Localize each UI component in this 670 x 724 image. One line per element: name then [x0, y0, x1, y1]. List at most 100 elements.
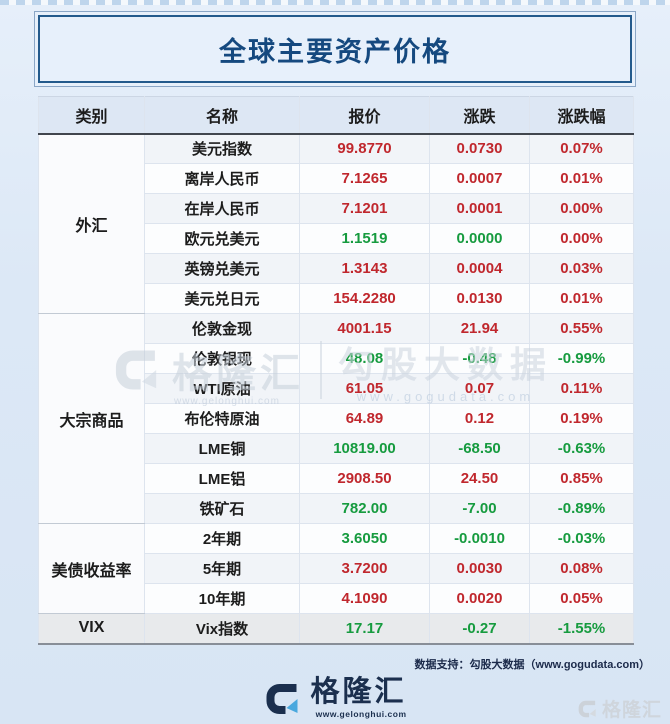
footer-logo-text: 格隆汇	[310, 676, 407, 708]
price-cell: 7.1201	[299, 193, 430, 224]
table-row: 5年期 3.7200 0.0030 0.08%	[39, 553, 634, 584]
asset-price-table: 类别 名称 报价 涨跌 涨跌幅 外汇 美元指数 99.8770 0.0730 0.07% 离岸人民…	[38, 96, 634, 645]
category-cell: 大宗商品	[38, 313, 145, 524]
name-cell: 伦敦金现	[144, 313, 300, 344]
table-row: VIX Vix指数 17.17 -0.27 -1.55%	[38, 613, 634, 645]
pct-cell: 0.55%	[529, 313, 634, 344]
table-row: 外汇 美元指数 99.8770 0.0730 0.07%	[38, 133, 634, 314]
price-cell: 61.05	[299, 373, 430, 404]
column-header-3: 涨跌	[429, 96, 530, 135]
table-row: 在岸人民币 7.1201 0.0001 0.00%	[39, 193, 634, 224]
pct-cell: 0.05%	[529, 583, 634, 614]
price-cell: 17.17	[299, 613, 430, 645]
price-cell: 3.7200	[299, 553, 430, 584]
pct-cell: -0.63%	[529, 433, 634, 464]
column-header-0: 类别	[38, 96, 145, 135]
column-header-1: 名称	[144, 96, 300, 135]
price-cell: 2908.50	[299, 463, 430, 494]
table-row: 布伦特原油 64.89 0.12 0.19%	[39, 403, 634, 434]
table-row: 伦敦银现 48.08 -0.48 -0.99%	[39, 343, 634, 374]
change-cell: -0.48	[429, 343, 530, 374]
pct-cell: -0.89%	[529, 493, 634, 524]
name-cell: Vix指数	[144, 613, 300, 645]
corner-watermark-text: 格隆汇	[601, 700, 662, 721]
gelonghui-logo-icon	[578, 700, 596, 717]
price-cell: 154.2280	[299, 283, 430, 314]
table-body: 外汇 美元指数 99.8770 0.0730 0.07% 离岸人民币 7.1265 0.000…	[38, 133, 634, 645]
column-header-4: 涨跌幅	[529, 96, 634, 135]
page-title: 全球主要资产价格	[219, 36, 451, 67]
change-cell: -7.00	[429, 493, 530, 524]
table-row: 10年期 4.1090 0.0020 0.05%	[39, 583, 634, 614]
price-cell: 10819.00	[299, 433, 430, 464]
name-cell: 5年期	[144, 553, 300, 584]
name-cell: WTI原油	[144, 373, 300, 404]
name-cell: LME铜	[144, 433, 300, 464]
change-cell: 0.0001	[429, 193, 530, 224]
pct-cell: 0.07%	[529, 133, 634, 164]
category-cell: 美债收益率	[38, 523, 145, 614]
category-cell: 外汇	[38, 133, 145, 314]
pct-cell: 0.19%	[529, 403, 634, 434]
change-cell: -0.0010	[429, 523, 530, 554]
table-row: 美债收益率 2年期 3.6050 -0.0010 -0.03%	[38, 523, 634, 614]
corner-watermark: 格隆汇	[577, 695, 662, 722]
table-row: 英镑兑美元 1.3143 0.0004 0.03%	[39, 253, 634, 284]
pct-cell: 0.01%	[529, 163, 634, 194]
decorative-dashed-border	[0, 0, 670, 5]
pct-cell: 0.85%	[529, 463, 634, 494]
change-cell: 0.12	[429, 403, 530, 434]
footer-logo-text-block: 格隆汇 www.gelonghui.com	[310, 676, 407, 720]
change-cell: 0.0130	[429, 283, 530, 314]
pct-cell: -0.99%	[529, 343, 634, 374]
name-cell: 铁矿石	[144, 493, 300, 524]
change-cell: 24.50	[429, 463, 530, 494]
change-cell: -0.27	[429, 613, 530, 645]
name-cell: 英镑兑美元	[144, 253, 300, 284]
table-row: 欧元兑美元 1.1519 0.0000 0.00%	[39, 223, 634, 254]
name-cell: 欧元兑美元	[144, 223, 300, 254]
name-cell: 美元指数	[144, 133, 300, 164]
pct-cell: 0.01%	[529, 283, 634, 314]
asset-price-table-wrap: 类别 名称 报价 涨跌 涨跌幅 外汇 美元指数 99.8770 0.0730 0.07% 离岸人民…	[38, 96, 634, 645]
name-cell: LME铝	[144, 463, 300, 494]
data-support-credit: 数据支持：勾股大数据（www.gogudata.com）	[414, 659, 650, 671]
table-row: 大宗商品 伦敦金现 4001.15 21.94 0.55%	[38, 313, 634, 524]
price-cell: 3.6050	[299, 523, 430, 554]
column-header-2: 报价	[299, 96, 430, 135]
gelonghui-footer-logo: 格隆汇 www.gelonghui.com	[263, 678, 406, 719]
change-cell: 21.94	[429, 313, 530, 344]
pct-cell: 0.11%	[529, 373, 634, 404]
change-cell: 0.0004	[429, 253, 530, 284]
change-cell: 0.0730	[429, 133, 530, 164]
title-box: 全球主要资产价格	[34, 11, 636, 87]
pct-cell: 0.00%	[529, 193, 634, 224]
name-cell: 2年期	[144, 523, 300, 554]
price-cell: 7.1265	[299, 163, 430, 194]
change-cell: -68.50	[429, 433, 530, 464]
table-row: LME铝 2908.50 24.50 0.85%	[39, 463, 634, 494]
name-cell: 伦敦银现	[144, 343, 300, 374]
pct-cell: 0.03%	[529, 253, 634, 284]
price-cell: 4001.15	[299, 313, 430, 344]
change-cell: 0.0020	[429, 583, 530, 614]
gelonghui-logo-icon	[266, 683, 298, 714]
price-cell: 48.08	[299, 343, 430, 374]
price-cell: 1.1519	[299, 223, 430, 254]
name-cell: 10年期	[144, 583, 300, 614]
name-cell: 离岸人民币	[144, 163, 300, 194]
change-cell: 0.0000	[429, 223, 530, 254]
name-cell: 在岸人民币	[144, 193, 300, 224]
price-cell: 782.00	[299, 493, 430, 524]
pct-cell: -0.03%	[529, 523, 634, 554]
table-header: 类别 名称 报价 涨跌 涨跌幅	[38, 96, 634, 135]
price-cell: 64.89	[299, 403, 430, 434]
pct-cell: -1.55%	[529, 613, 634, 645]
table-row: LME铜 10819.00 -68.50 -0.63%	[39, 433, 634, 464]
category-cell: VIX	[38, 613, 145, 645]
pct-cell: 0.08%	[529, 553, 634, 584]
change-cell: 0.0007	[429, 163, 530, 194]
pct-cell: 0.00%	[529, 223, 634, 254]
table-row: 离岸人民币 7.1265 0.0007 0.01%	[39, 163, 634, 194]
